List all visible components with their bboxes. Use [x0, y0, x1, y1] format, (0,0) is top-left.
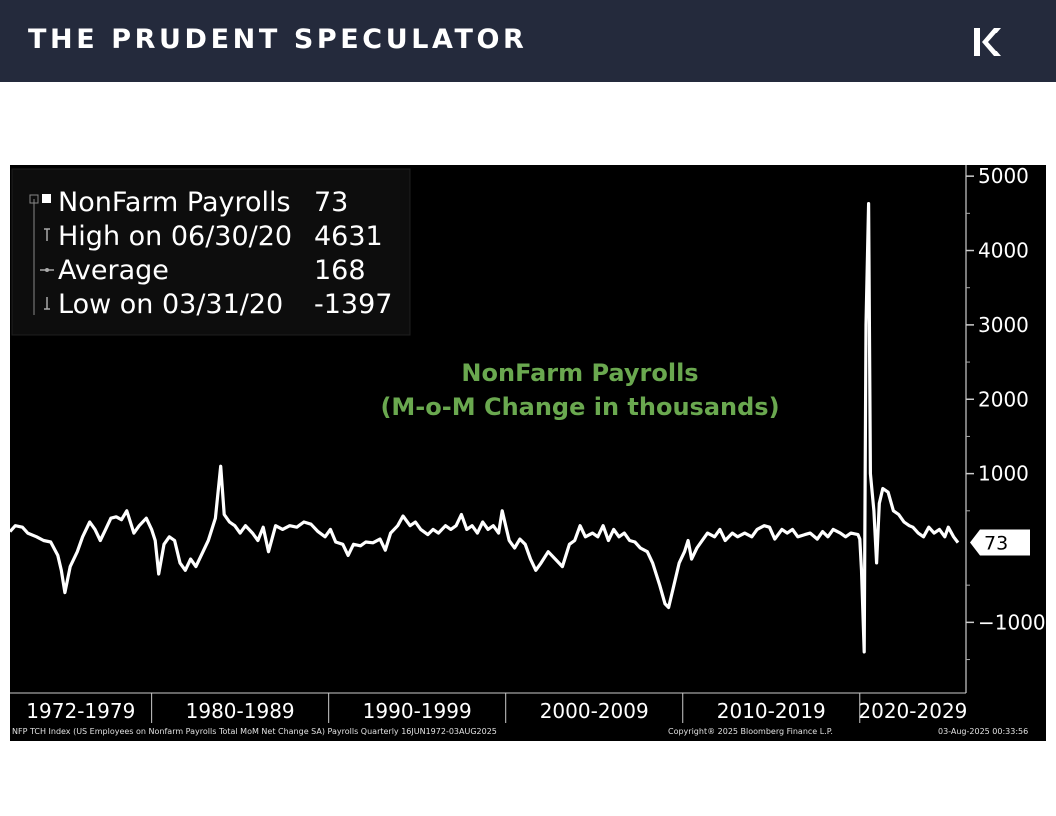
legend-marker-average-icon [40, 268, 54, 272]
last-value-tag: 73 [970, 529, 1030, 556]
x-tick-label: 1990-1999 [363, 699, 472, 723]
k-chevron-logo-icon [974, 28, 1001, 56]
legend-row: NonFarm Payrolls 73 [42, 187, 348, 218]
y-tick-label: 4000 [978, 239, 1029, 263]
legend-marker-square-icon [42, 194, 51, 203]
legend-row: Average 168 [40, 255, 366, 286]
legend-value: 4631 [314, 221, 383, 252]
y-tick-label: −1000 [978, 610, 1046, 634]
legend-row: Low on 03/31/20 -1397 [44, 289, 392, 320]
x-tick-label: 2000-2009 [540, 699, 649, 723]
chart-subtitle: (M-o-M Change in thousands) [380, 393, 779, 421]
legend-label: Average [58, 255, 169, 286]
brand-title: THE PRUDENT SPECULATOR [28, 24, 528, 55]
legend-row: High on 06/30/20 4631 [44, 221, 383, 252]
chart-panel: −1000 1000 2000 3000 4000 5000 1972-1979 1980-… [10, 165, 1046, 741]
legend-label: Low on 03/31/20 [58, 289, 283, 320]
legend-label: NonFarm Payrolls [58, 187, 291, 218]
header-bar: THE PRUDENT SPECULATOR [0, 0, 1056, 82]
payrolls-chart: −1000 1000 2000 3000 4000 5000 1972-1979 1980-… [10, 165, 1046, 723]
y-tick-label: 5000 [978, 165, 1029, 188]
legend-marker-high-icon [44, 228, 50, 241]
y-tick-label: 2000 [978, 387, 1029, 411]
last-value-tag-shape [970, 529, 1030, 556]
legend-label: High on 06/30/20 [58, 221, 292, 252]
x-axis-ticks: 1972-1979 1980-1989 1990-1999 2000-2009 2010… [26, 693, 967, 723]
x-tick-label: 2020-2029 [858, 699, 967, 723]
legend-bracket [29, 194, 39, 315]
legend-box [11, 168, 411, 336]
series-line-nonfarm-payrolls [10, 202, 960, 654]
legend-value: 73 [314, 187, 348, 218]
x-tick-label: 1980-1989 [186, 699, 295, 723]
last-value-tag-text: 73 [984, 533, 1008, 555]
legend-marker-low-icon [44, 297, 50, 310]
x-tick-label: 2010-2019 [717, 699, 826, 723]
footer-copyright: Copyright® 2025 Bloomberg Finance L.P. [668, 727, 833, 736]
y-tick-label: 1000 [978, 462, 1029, 486]
legend-value: -1397 [314, 289, 392, 320]
footer-source: NFP TCH Index (US Employees on Nonfarm P… [12, 727, 497, 736]
y-tick-label: 3000 [978, 313, 1029, 337]
legend-value: 168 [314, 255, 366, 286]
chart-title: NonFarm Payrolls [461, 359, 698, 387]
y-axis-ticks: −1000 1000 2000 3000 4000 5000 [966, 165, 1046, 661]
footer-timestamp: 03-Aug-2025 00:33:56 [938, 727, 1029, 736]
legend: NonFarm Payrolls 73 High on 06/30/20 463… [11, 168, 411, 336]
x-tick-label: 1972-1979 [26, 699, 135, 723]
